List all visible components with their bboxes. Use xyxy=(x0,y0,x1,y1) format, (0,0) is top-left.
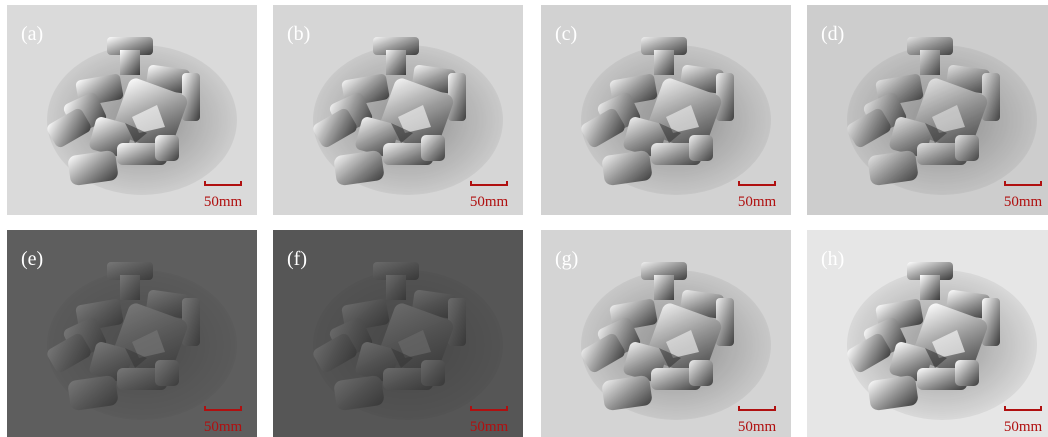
scale-label: 50mm xyxy=(204,419,243,435)
scale-label: 50mm xyxy=(1004,194,1043,210)
photo-panel: (b) 50mm xyxy=(273,5,523,215)
panel-label: (g) xyxy=(555,248,578,270)
photo-panel: (g) 50mm xyxy=(541,230,791,437)
scale-label: 50mm xyxy=(204,194,243,210)
scale-label: 50mm xyxy=(470,419,509,435)
scale-label: 50mm xyxy=(1004,419,1043,435)
scale-label: 50mm xyxy=(738,194,777,210)
photo-panel: (c) 50mm xyxy=(541,5,791,215)
photo-panel: (e) 50mm xyxy=(7,230,257,437)
panel-label: (c) xyxy=(555,23,577,45)
panel-label: (h) xyxy=(821,248,844,270)
photo-panel: (a) 50mm xyxy=(7,5,257,215)
photo-panel: (f) 50mm xyxy=(273,230,523,437)
scale-label: 50mm xyxy=(738,419,777,435)
figure: (a) 50mm (b) 50mm (c) 50mm (d) 50mm (e) 50mm (f) 50… xyxy=(0,0,1048,437)
photo-panel: (h) 50mm xyxy=(807,230,1048,437)
panel-label: (e) xyxy=(21,248,43,270)
scale-label: 50mm xyxy=(470,194,509,210)
photo-panel: (d) 50mm xyxy=(807,5,1048,215)
panel-label: (a) xyxy=(21,23,43,45)
panel-label: (b) xyxy=(287,23,310,45)
panel-label: (f) xyxy=(287,248,307,270)
panel-label: (d) xyxy=(821,23,844,45)
